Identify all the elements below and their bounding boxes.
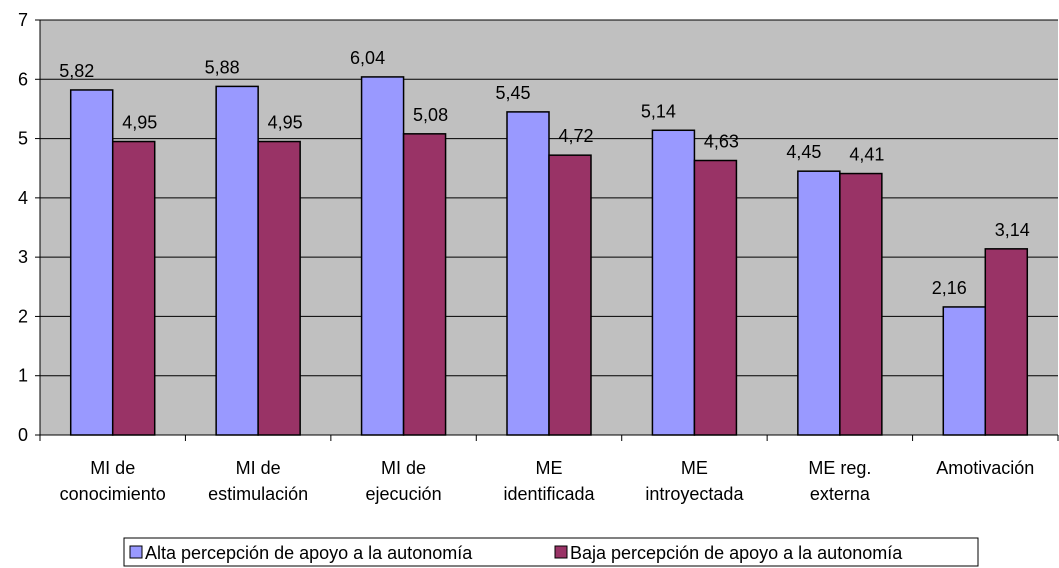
category-label: externa — [810, 484, 871, 504]
y-tick-label: 2 — [18, 306, 28, 326]
category-label: ME — [681, 458, 708, 478]
y-tick-label: 7 — [18, 10, 28, 30]
data-label: 5,08 — [413, 105, 448, 125]
y-tick-label: 3 — [18, 247, 28, 267]
bar — [215, 85, 259, 436]
data-label: 5,14 — [641, 101, 676, 121]
category-label: identificada — [503, 484, 595, 504]
bar — [942, 306, 987, 436]
bar — [797, 170, 841, 436]
bar — [651, 129, 696, 436]
data-label: 4,63 — [704, 132, 739, 152]
category-label: estimulación — [208, 484, 308, 504]
category-label: MI de — [90, 458, 135, 478]
legend-label: Baja percepción de apoyo a la autonomía — [570, 543, 903, 563]
y-tick-label: 1 — [18, 366, 28, 386]
y-tick-label: 5 — [18, 129, 28, 149]
category-label: ME — [536, 458, 563, 478]
bar — [257, 140, 301, 436]
legend: Alta percepción de apoyo a la autonomía B… — [123, 537, 979, 567]
data-label: 4,95 — [268, 113, 303, 133]
data-label: 5,88 — [205, 57, 240, 77]
bar — [360, 76, 405, 436]
bar — [69, 89, 114, 436]
category-label: MI de — [236, 458, 281, 478]
legend-swatch — [554, 545, 568, 559]
y-tick-label: 6 — [18, 69, 28, 89]
data-labels: 5,82 4,95 5,88 4,95 6,04 5,08 5,45 4,72 5,14 4,63… — [59, 48, 1030, 298]
data-label: 4,45 — [786, 142, 821, 162]
category-label: ejecución — [366, 484, 442, 504]
category-label: introyectada — [645, 484, 744, 504]
bar — [548, 154, 592, 436]
bars — [69, 76, 1029, 436]
bar — [839, 172, 883, 436]
y-tick-label: 4 — [18, 188, 28, 208]
category-label: conocimiento — [60, 484, 166, 504]
legend-box — [123, 537, 979, 567]
data-label: 4,95 — [122, 113, 157, 133]
data-label: 4,41 — [849, 145, 884, 165]
data-label: 4,72 — [558, 126, 593, 146]
legend-swatch — [129, 545, 143, 559]
data-label: 5,45 — [495, 83, 530, 103]
category-label: MI de — [381, 458, 426, 478]
bar — [693, 159, 738, 436]
bar — [111, 140, 156, 436]
bar — [402, 133, 447, 436]
category-label: Amotivación — [936, 458, 1034, 478]
bar — [984, 248, 1029, 436]
category-labels: MI de conocimiento MI de estimulación MI de e… — [60, 458, 1035, 504]
y-axis: 0 1 2 3 4 5 6 7 — [18, 10, 1059, 445]
data-label: 3,14 — [995, 220, 1030, 240]
y-tick-label: 0 — [18, 425, 28, 445]
legend-label: Alta percepción de apoyo a la autonomía — [145, 543, 473, 563]
data-label: 6,04 — [350, 48, 385, 68]
category-label: ME reg. — [808, 458, 871, 478]
bar — [506, 111, 550, 436]
data-label: 2,16 — [932, 278, 967, 298]
data-label: 5,82 — [59, 61, 94, 81]
